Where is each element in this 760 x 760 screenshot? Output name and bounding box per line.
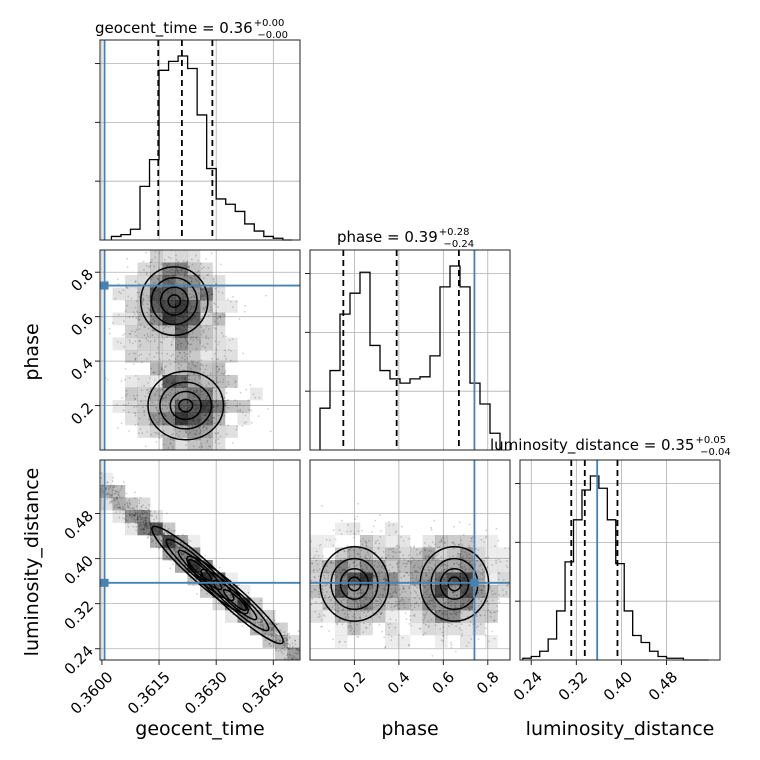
hist-line-phase (319, 265, 501, 450)
density-geocent-time-vs-luminosity-distance (99, 459, 301, 661)
ytick-phase-1: 0.4 (67, 354, 97, 384)
truth-marker-geocent-time-luminosity-distance (100, 578, 109, 587)
xtick-phase-1: 0.4 (384, 668, 414, 698)
ylabel-phase: phase (21, 323, 43, 380)
ytick-phase-2: 0.6 (67, 310, 97, 340)
xtick-phase-3: 0.8 (473, 668, 503, 698)
ytick-luminosity-distance-1: 0.32 (61, 597, 97, 633)
title-geocent-time: geocent_time = 0.36+0.00 −0.00 (95, 18, 288, 41)
xtick-geocent-time-3: 0.3645 (238, 668, 288, 718)
hist-line-luminosity-distance (522, 475, 709, 661)
ytick-phase-3: 0.8 (67, 266, 97, 296)
ylabel-luminosity-distance: luminosity_distance (21, 468, 43, 657)
xtick-luminosity-distance-0: 0.24 (510, 668, 546, 704)
xtick-phase-2: 0.6 (428, 668, 458, 698)
xlabel-luminosity-distance: luminosity_distance (526, 718, 715, 740)
density-geocent-time-vs-phase (99, 249, 301, 451)
ytick-luminosity-distance-0: 0.24 (61, 642, 97, 678)
xtick-geocent-time-2: 0.3630 (181, 668, 231, 718)
ytick-luminosity-distance-3: 0.48 (61, 507, 97, 543)
title-phase: phase = 0.39+0.28 −0.24 (337, 227, 474, 250)
truth-marker-geocent-time-phase (100, 281, 109, 290)
truth-marker-phase-luminosity-distance (470, 578, 479, 587)
xtick-luminosity-distance-1: 0.32 (555, 668, 591, 704)
ytick-luminosity-distance-2: 0.40 (61, 552, 97, 588)
hist-phase (305, 249, 511, 451)
xtick-geocent-time-1: 0.3615 (124, 668, 174, 718)
density-phase-vs-luminosity-distance (309, 459, 511, 661)
hist-line-geocent-time (110, 55, 293, 241)
xtick-phase-0: 0.2 (340, 668, 370, 698)
hist-luminosity-distance (515, 459, 721, 661)
xtick-luminosity-distance-2: 0.40 (600, 668, 636, 704)
hist-geocent-time (95, 39, 301, 241)
ytick-phase-0: 0.2 (67, 399, 97, 429)
xlabel-phase: phase (381, 718, 438, 740)
xtick-luminosity-distance-3: 0.48 (645, 668, 681, 704)
title-luminosity-distance: luminosity_distance = 0.35+0.05 −0.04 (490, 435, 731, 458)
xlabel-geocent-time: geocent_time (135, 718, 264, 740)
